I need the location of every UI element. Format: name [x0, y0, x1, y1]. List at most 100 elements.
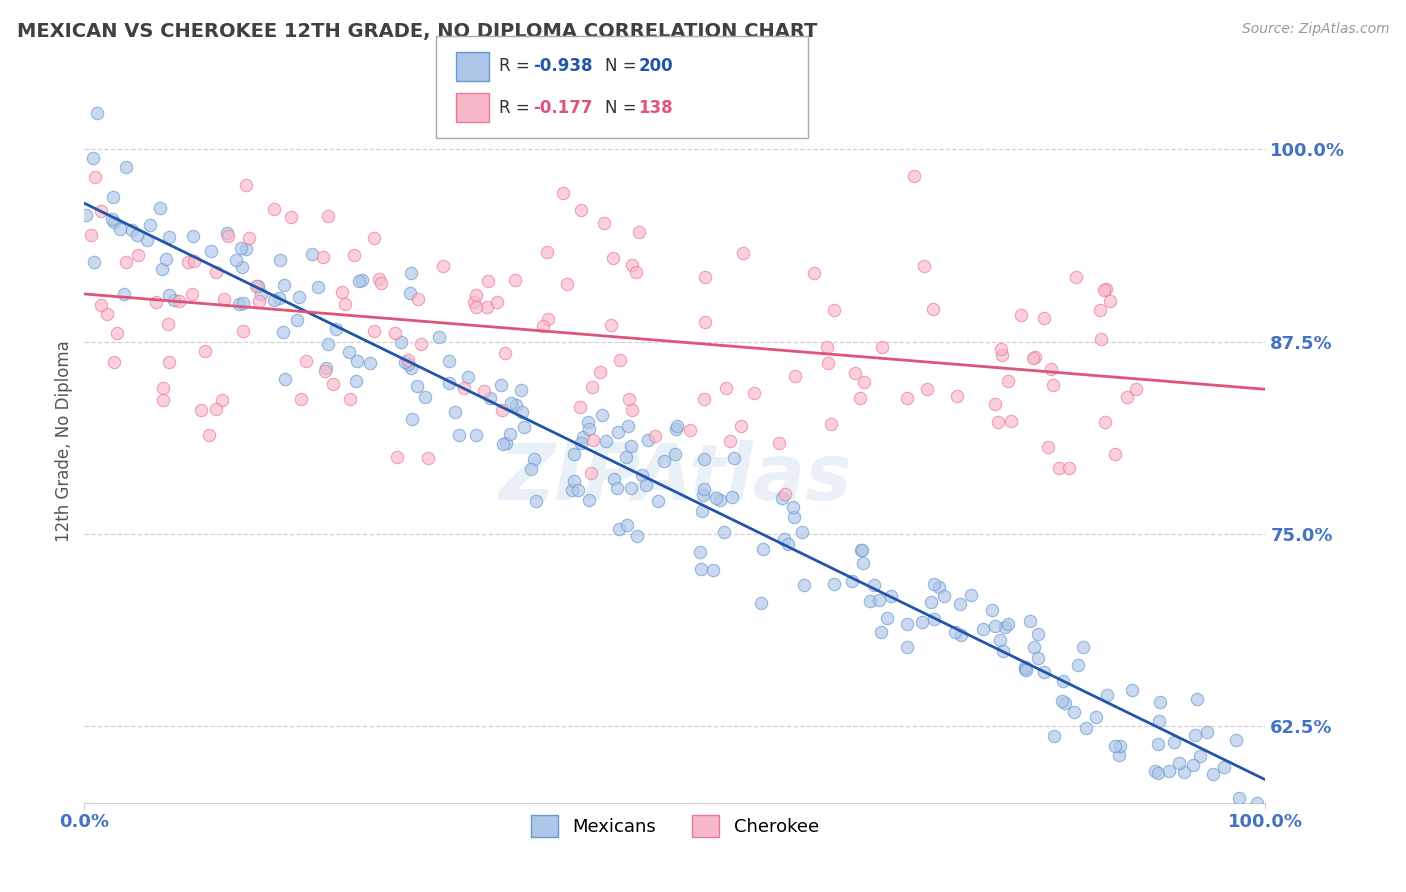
- Point: [1182, 757, 1205, 772]
- Point: [536, 244, 558, 259]
- Point: [991, 348, 1014, 362]
- Point: [1125, 382, 1147, 396]
- Point: [853, 375, 876, 389]
- Point: [83, 169, 105, 184]
- Point: [859, 594, 882, 608]
- Point: [561, 483, 583, 497]
- Point: [273, 372, 295, 386]
- Point: [217, 228, 239, 243]
- Point: [1121, 682, 1143, 697]
- Point: [949, 628, 972, 642]
- Point: [1173, 764, 1195, 779]
- Point: [486, 295, 509, 310]
- Point: [330, 285, 353, 299]
- Point: [578, 493, 600, 508]
- Point: [121, 223, 143, 237]
- Point: [1033, 665, 1056, 680]
- Point: [115, 160, 138, 174]
- Point: [212, 293, 235, 307]
- Point: [823, 302, 845, 317]
- Point: [709, 492, 731, 507]
- Point: [343, 248, 366, 262]
- Point: [127, 248, 149, 262]
- Point: [1076, 721, 1098, 735]
- Point: [793, 578, 815, 592]
- Point: [359, 356, 381, 370]
- Point: [988, 633, 1011, 648]
- Point: [863, 578, 886, 592]
- Point: [228, 297, 250, 311]
- Legend: Mexicans, Cherokee: Mexicans, Cherokee: [523, 808, 827, 845]
- Point: [1092, 283, 1115, 297]
- Point: [1108, 748, 1130, 763]
- Point: [592, 216, 614, 230]
- Point: [1229, 791, 1251, 805]
- Point: [399, 266, 422, 280]
- Point: [599, 318, 621, 332]
- Point: [509, 383, 531, 397]
- Point: [363, 324, 385, 338]
- Point: [523, 452, 546, 467]
- Point: [271, 326, 294, 340]
- Point: [115, 255, 138, 269]
- Point: [337, 344, 360, 359]
- Point: [773, 532, 796, 546]
- Point: [1024, 350, 1046, 364]
- Point: [628, 225, 651, 239]
- Point: [1022, 640, 1045, 654]
- Point: [90, 298, 112, 312]
- Point: [984, 397, 1007, 411]
- Point: [1063, 705, 1085, 719]
- Text: -0.177: -0.177: [533, 99, 592, 117]
- Point: [491, 378, 513, 392]
- Point: [589, 365, 612, 379]
- Point: [569, 436, 592, 450]
- Point: [416, 450, 439, 465]
- Point: [731, 245, 754, 260]
- Point: [803, 267, 825, 281]
- Point: [148, 202, 170, 216]
- Point: [363, 231, 385, 245]
- Point: [472, 384, 495, 398]
- Point: [1090, 332, 1112, 346]
- Point: [427, 330, 450, 344]
- Point: [413, 390, 436, 404]
- Point: [477, 274, 499, 288]
- Point: [647, 494, 669, 508]
- Point: [624, 265, 647, 279]
- Point: [1189, 748, 1212, 763]
- Point: [607, 425, 630, 439]
- Point: [494, 346, 516, 360]
- Point: [316, 209, 339, 223]
- Point: [880, 589, 903, 603]
- Point: [399, 285, 422, 300]
- Point: [849, 391, 872, 405]
- Point: [564, 474, 586, 488]
- Point: [314, 364, 336, 378]
- Point: [194, 344, 217, 359]
- Point: [693, 451, 716, 466]
- Point: [159, 288, 181, 302]
- Point: [155, 252, 177, 266]
- Point: [231, 260, 253, 274]
- Point: [817, 356, 839, 370]
- Point: [401, 411, 423, 425]
- Point: [984, 619, 1007, 633]
- Point: [103, 355, 125, 369]
- Point: [943, 624, 966, 639]
- Point: [1032, 310, 1054, 325]
- Point: [922, 576, 945, 591]
- Text: N =: N =: [605, 57, 641, 75]
- Point: [197, 428, 219, 442]
- Point: [225, 253, 247, 268]
- Point: [896, 391, 918, 405]
- Point: [307, 280, 329, 294]
- Point: [928, 580, 950, 594]
- Point: [1213, 760, 1236, 774]
- Point: [513, 419, 536, 434]
- Point: [695, 315, 717, 329]
- Point: [896, 640, 918, 655]
- Text: Source: ZipAtlas.com: Source: ZipAtlas.com: [1241, 22, 1389, 37]
- Point: [981, 603, 1004, 617]
- Point: [520, 462, 543, 476]
